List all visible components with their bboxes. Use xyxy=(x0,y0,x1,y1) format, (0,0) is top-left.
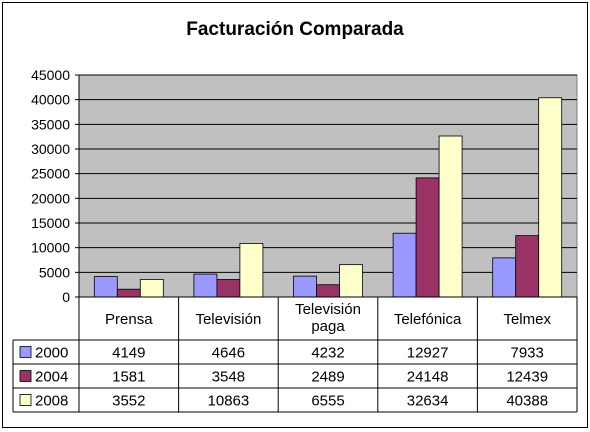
y-tick-label: 40000 xyxy=(31,92,70,108)
bar-2000-3 xyxy=(392,232,417,298)
y-tick-label: 20000 xyxy=(31,190,70,206)
category-label: Telmex xyxy=(503,311,551,328)
bar-2004-2 xyxy=(316,284,340,298)
legend-label: 2000 xyxy=(35,345,68,362)
table-cell: 4232 xyxy=(311,345,344,362)
table-cell: 12927 xyxy=(407,345,449,362)
table-cell: 7933 xyxy=(511,345,544,362)
bar-2008-2 xyxy=(339,264,363,298)
y-tick-label: 35000 xyxy=(31,116,70,132)
table-cell: 12439 xyxy=(506,369,548,386)
category-label: Prensa xyxy=(105,311,153,328)
table-cell: 40388 xyxy=(506,393,548,410)
bar-2004-4 xyxy=(515,235,540,298)
table-cell: 24148 xyxy=(407,369,449,386)
bar-2008-3 xyxy=(438,135,463,298)
y-tick-label: 30000 xyxy=(31,141,70,157)
legend-label: 2004 xyxy=(35,369,68,386)
bar-2008-1 xyxy=(239,243,264,298)
table-cell: 4646 xyxy=(212,345,245,362)
bar-2000-1 xyxy=(193,273,218,298)
legend-key-2004 xyxy=(19,370,32,382)
category-label: Telefónica xyxy=(394,311,462,328)
y-tick-label: 15000 xyxy=(31,215,70,231)
category-label: paga xyxy=(311,318,345,335)
category-label: Televisión xyxy=(295,301,361,318)
table-cell: 6555 xyxy=(311,393,344,410)
table-cell: 32634 xyxy=(407,393,449,410)
y-tick-label: 0 xyxy=(62,289,70,305)
legend-key-2008 xyxy=(19,394,32,406)
legend-key-2000 xyxy=(19,346,32,358)
gridlines xyxy=(79,74,577,298)
y-axis: 0 5000 10000 15000 20000 25000 30000 35000 40000… xyxy=(31,67,80,305)
bar-2008-4 xyxy=(538,97,563,298)
bar-2004-1 xyxy=(216,279,241,298)
category-label: Televisión xyxy=(195,311,261,328)
y-tick-label: 5000 xyxy=(39,264,70,280)
chart-title: Facturación Comparada xyxy=(186,19,404,40)
table-cell: 3548 xyxy=(212,369,245,386)
table-cell: 10863 xyxy=(208,393,250,410)
table-cell: 1581 xyxy=(112,369,145,386)
y-tick-label: 45000 xyxy=(31,67,70,83)
y-tick-label: 25000 xyxy=(31,166,70,182)
bar-2004-0 xyxy=(116,288,141,298)
bar-2000-2 xyxy=(293,275,317,298)
bars xyxy=(93,97,563,298)
table-cell: 4149 xyxy=(112,345,145,362)
bar-2008-0 xyxy=(139,279,164,298)
bar-2000-0 xyxy=(93,276,118,298)
bar-2004-3 xyxy=(415,177,440,298)
bar-2000-4 xyxy=(492,257,517,298)
y-tick-label: 10000 xyxy=(31,240,70,256)
table-cell: 2489 xyxy=(311,369,344,386)
table-cell: 3552 xyxy=(112,393,145,410)
legend-label: 2008 xyxy=(35,393,68,410)
